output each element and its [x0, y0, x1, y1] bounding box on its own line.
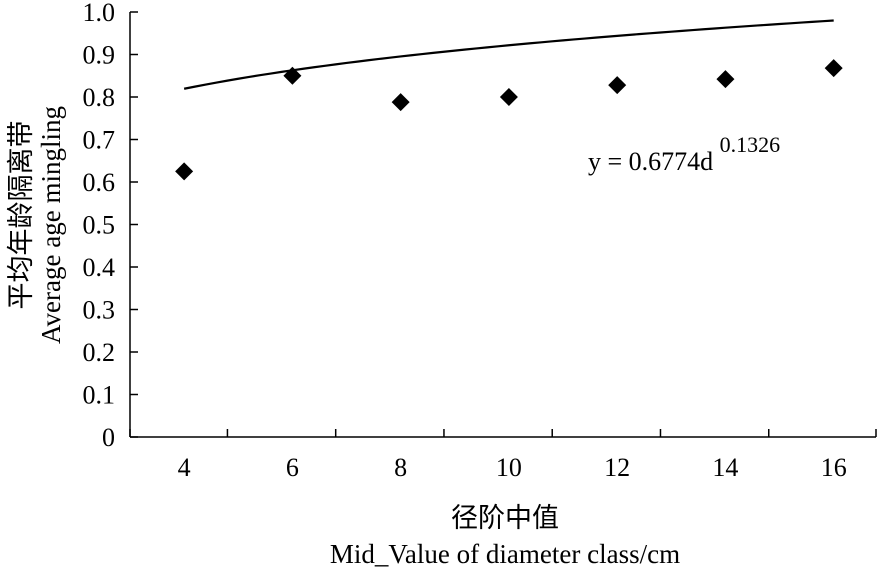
y-tick-label: 0.3: [83, 296, 116, 325]
y-tick-label: 0.4: [83, 253, 116, 282]
data-point: [608, 76, 627, 95]
data-point: [175, 162, 194, 181]
data-point: [499, 88, 518, 106]
y-tick-label: 0: [102, 423, 115, 452]
trendline-equation: y = 0.6774d 0.1326: [588, 132, 780, 176]
x-axis-title-cn: 径阶中值: [451, 503, 559, 534]
data-point: [824, 59, 843, 78]
y-tick-label: 1.0: [83, 0, 116, 27]
y-tick-label: 0.7: [83, 126, 116, 155]
trendline-equation-exponent: 0.1326: [720, 132, 781, 157]
x-tick-label: 8: [394, 453, 407, 482]
data-point: [391, 93, 410, 112]
x-axis-ticks: 4 6 8 10 12 14 16: [129, 429, 877, 482]
y-axis-title-en: Average age mingling: [36, 106, 66, 344]
trendline-group: [183, 19, 834, 90]
y-tick-label: 0.6: [83, 168, 116, 197]
x-tick-label: 6: [286, 453, 299, 482]
x-tick-label: 16: [821, 453, 847, 482]
y-axis-title-cn: 平均年龄隔离带: [6, 121, 37, 310]
data-points: [175, 59, 843, 181]
x-tick-label: 12: [604, 453, 630, 482]
data-point: [716, 70, 735, 89]
trendline-equation-base: y = 0.6774d: [588, 147, 713, 176]
y-tick-label: 0.5: [83, 211, 116, 240]
y-tick-label: 0.2: [83, 338, 116, 367]
y-tick-label: 0.1: [83, 381, 116, 410]
trendline: [183, 19, 834, 90]
x-axis-title-en: Mid_Value of diameter class/cm: [330, 539, 680, 569]
y-tick-label: 0.9: [83, 41, 116, 70]
y-tick-label: 0.8: [83, 83, 116, 112]
y-axis-ticks: 0 0.1 0.2 0.3 0.4 0.5 0.6 0.7 0.8 0.9 1.0: [83, 0, 138, 452]
data-point: [283, 66, 302, 85]
axes: [129, 12, 876, 438]
x-tick-label: 10: [496, 453, 522, 482]
x-tick-label: 4: [178, 453, 191, 482]
x-tick-label: 14: [712, 453, 738, 482]
